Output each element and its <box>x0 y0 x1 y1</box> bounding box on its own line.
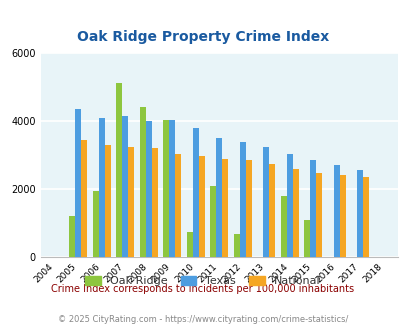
Bar <box>163 120 169 257</box>
Bar <box>304 220 309 257</box>
Bar <box>169 120 175 257</box>
Text: © 2025 CityRating.com - https://www.cityrating.com/crime-statistics/: © 2025 CityRating.com - https://www.city… <box>58 315 347 324</box>
Bar <box>362 177 368 257</box>
Bar <box>75 109 81 257</box>
Bar <box>145 121 151 257</box>
Bar <box>222 158 228 257</box>
Bar <box>104 145 110 257</box>
Bar <box>98 117 104 257</box>
Bar <box>93 191 98 257</box>
Text: Oak Ridge Property Crime Index: Oak Ridge Property Crime Index <box>77 30 328 44</box>
Legend: Oak Ridge, Texas, National: Oak Ridge, Texas, National <box>81 271 324 290</box>
Bar <box>333 165 339 257</box>
Bar <box>292 169 298 257</box>
Bar <box>192 128 198 257</box>
Bar <box>151 148 157 257</box>
Bar <box>339 175 345 257</box>
Bar <box>286 154 292 257</box>
Bar <box>239 142 245 257</box>
Bar <box>122 116 128 257</box>
Bar <box>263 147 269 257</box>
Text: Crime Index corresponds to incidents per 100,000 inhabitants: Crime Index corresponds to incidents per… <box>51 284 354 294</box>
Bar <box>315 173 321 257</box>
Bar <box>356 170 362 257</box>
Bar <box>186 232 192 257</box>
Bar <box>245 159 251 257</box>
Bar <box>69 216 75 257</box>
Bar <box>216 138 222 257</box>
Bar <box>198 156 204 257</box>
Bar <box>116 83 122 257</box>
Bar <box>175 154 181 257</box>
Bar <box>269 164 275 257</box>
Bar <box>309 160 315 257</box>
Bar <box>233 234 239 257</box>
Bar <box>280 196 286 257</box>
Bar <box>210 186 216 257</box>
Bar <box>81 140 87 257</box>
Bar <box>140 107 145 257</box>
Bar <box>128 147 134 257</box>
